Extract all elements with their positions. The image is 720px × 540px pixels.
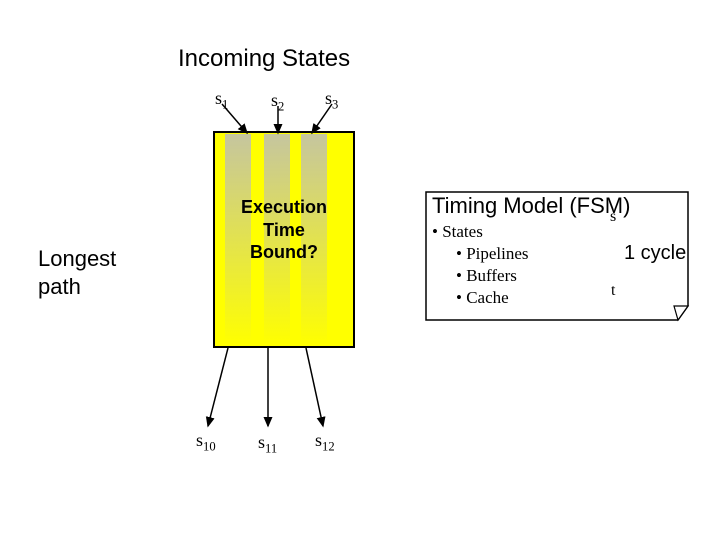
timing-bullet-cache: • Cache <box>456 287 529 309</box>
state-s10: s10 <box>196 430 216 455</box>
arrow-out-3 <box>306 348 323 426</box>
timing-bullet-states: • States <box>432 221 529 243</box>
longest-line2: path <box>38 273 116 301</box>
longest-path-label: Longest path <box>38 245 116 300</box>
timing-t-label: t <box>611 282 615 300</box>
timing-bullet-pipelines: • Pipelines <box>456 243 529 265</box>
arrow-in-1 <box>222 104 247 133</box>
state-s12: s12 <box>315 430 335 455</box>
state-s11: s11 <box>258 432 277 457</box>
arrow-out-1 <box>208 348 228 426</box>
exec-line2: Time <box>214 219 354 242</box>
exec-line1: Execution <box>214 196 354 219</box>
timing-cycle-label: 1 cycle <box>624 242 686 265</box>
timing-bullet-buffers: • Buffers <box>456 265 529 287</box>
execution-box-text: Execution Time Bound? <box>214 196 354 264</box>
exec-line3: Bound? <box>214 241 354 264</box>
longest-line1: Longest <box>38 245 116 273</box>
timing-s-label: s <box>610 208 616 226</box>
timing-title: Timing Model (FSM) <box>432 193 684 219</box>
arrow-in-3 <box>312 104 332 133</box>
